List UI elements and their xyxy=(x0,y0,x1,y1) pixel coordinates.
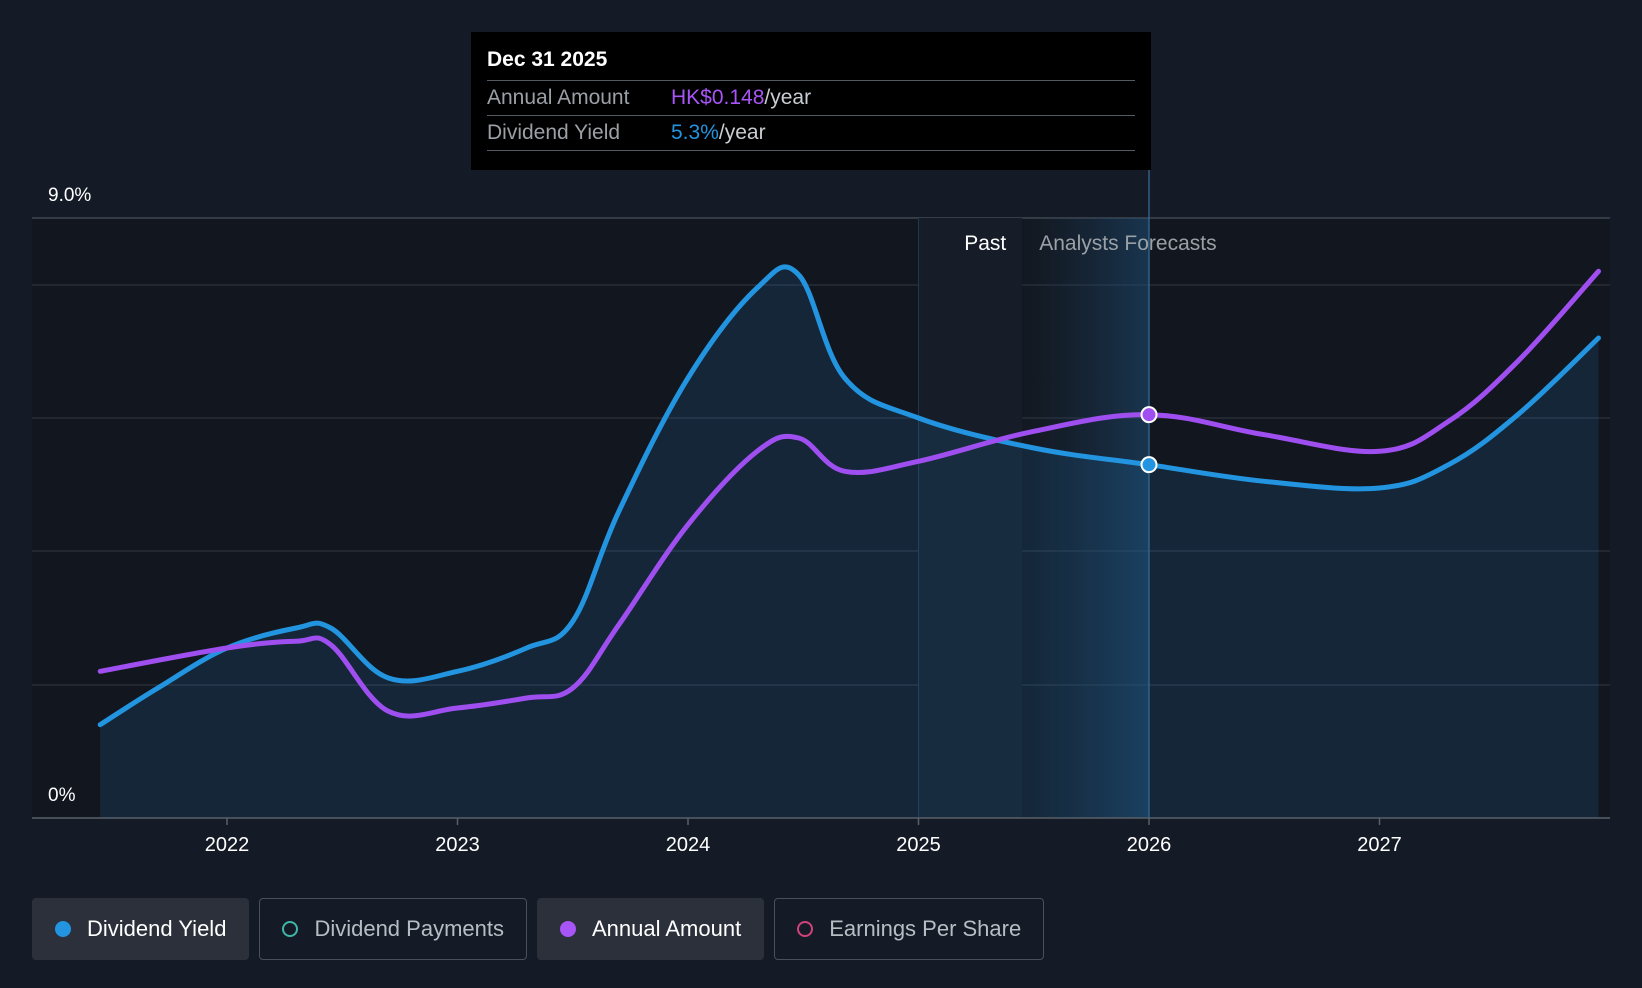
annual-amount-marker xyxy=(1140,406,1158,424)
plot-background xyxy=(32,218,1610,818)
y-max-label: 9.0% xyxy=(48,185,91,206)
legend-earnings-per-share[interactable]: Earnings Per Share xyxy=(774,898,1045,960)
x-tick-label: 2027 xyxy=(1357,834,1402,856)
dividend-payments-ring-icon xyxy=(282,921,299,937)
x-tick-label: 2025 xyxy=(896,834,941,856)
chart-legend: Dividend Yield Dividend Payments Annual … xyxy=(32,898,1045,960)
forecast-label: Analysts Forecasts xyxy=(1039,232,1216,255)
legend-dividend-payments[interactable]: Dividend Payments xyxy=(259,898,527,960)
tooltip-value: 5.3% xyxy=(671,121,719,144)
tooltip-row-annual-amount: Annual Amount HK$0.148 /year xyxy=(487,81,1135,116)
past-forecast-regions xyxy=(918,218,1149,818)
dividend-yield-dot-icon xyxy=(55,921,71,937)
x-axis: 2022 2023 2024 2025 2026 2027 xyxy=(32,817,1610,856)
legend-label: Annual Amount xyxy=(591,916,742,941)
legend-label: Dividend Yield xyxy=(87,916,227,941)
legend-label: Earnings Per Share xyxy=(829,916,1022,941)
dividend-yield-line xyxy=(97,264,1601,728)
gridlines xyxy=(32,217,1610,686)
tooltip-value: HK$0.148 xyxy=(671,86,765,109)
x-tick-label: 2022 xyxy=(205,834,250,856)
dividend-yield-area xyxy=(100,266,1599,818)
x-tick-label: 2023 xyxy=(435,834,480,856)
earnings-per-share-ring-icon xyxy=(797,921,814,937)
tooltip-unit: /year xyxy=(764,86,812,109)
y-min-label: 0% xyxy=(48,785,76,806)
legend-label: Dividend Payments xyxy=(314,916,504,941)
legend-dividend-yield[interactable]: Dividend Yield xyxy=(32,898,250,960)
labels-group: 9.0% 0% Past Analysts Forecasts xyxy=(48,185,1217,806)
x-tick-label: 2024 xyxy=(666,834,711,856)
past-label: Past xyxy=(964,232,1006,255)
dividend-yield-marker xyxy=(1140,456,1158,474)
tooltip-label: Dividend Yield xyxy=(487,121,621,144)
past-region xyxy=(918,218,1023,818)
tooltip-date: Dec 31 2025 xyxy=(487,46,1135,81)
forecast-region xyxy=(1022,218,1149,818)
tooltip-row-dividend-yield: Dividend Yield 5.3% /year xyxy=(487,116,1135,151)
tooltip-label: Annual Amount xyxy=(487,86,630,109)
series-group xyxy=(97,170,1601,818)
x-tick-label: 2026 xyxy=(1127,834,1172,856)
annual-amount-line xyxy=(97,268,1601,719)
annual-amount-dot-icon xyxy=(559,921,576,937)
chart-tooltip: Dec 31 2025 Annual Amount HK$0.148 /year… xyxy=(471,32,1151,170)
tooltip-unit: /year xyxy=(718,121,766,144)
legend-annual-amount[interactable]: Annual Amount xyxy=(536,898,765,960)
